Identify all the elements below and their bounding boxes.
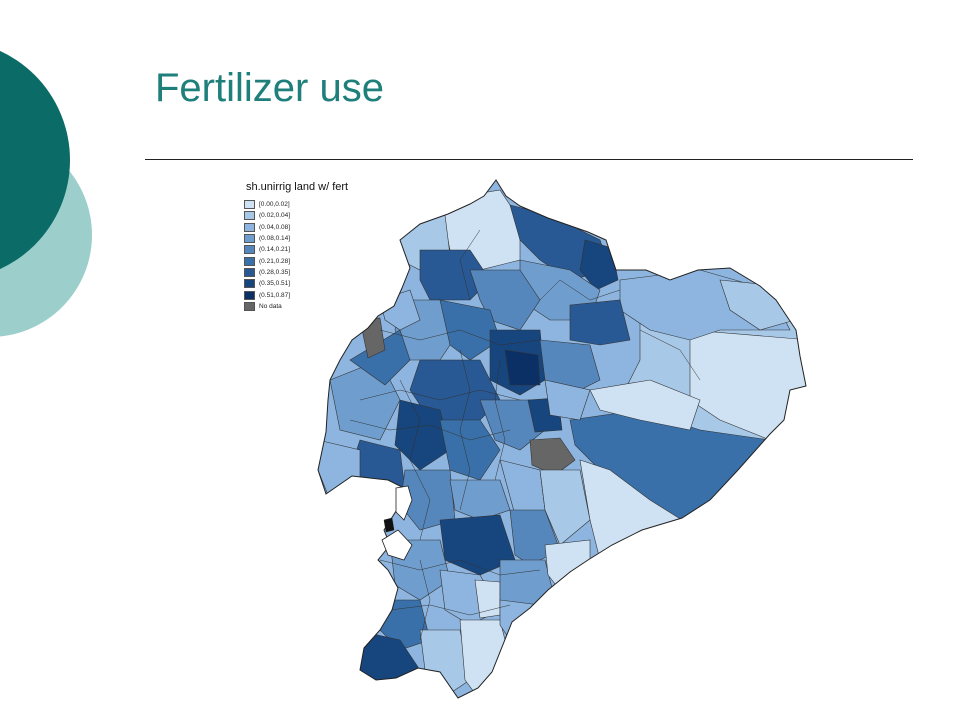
map-region [439,419,501,481]
country-outline [317,179,807,699]
legend-swatch [244,256,255,266]
legend-items: [0.00,0.02] (0.02,0.04] (0.04,0.08] (0.08,0… [244,199,348,312]
legend-label: [0.00,0.02] [259,201,290,209]
legend-label: (0.21,0.28] [259,257,291,265]
map-region [529,437,576,476]
legend-label: (0.35,0.51] [259,280,291,288]
legend-item: No data [244,301,348,312]
legend-item: (0.51,0.87] [244,289,348,300]
map-region [439,299,501,361]
title-divider [145,159,913,160]
legend-swatch [244,211,255,221]
legend-item: (0.04,0.08] [244,222,348,233]
decorative-dark-circle [0,50,70,270]
legend-item: (0.02,0.04] [244,210,348,221]
legend-label: (0.51,0.87] [259,291,291,299]
legend-item: (0.14,0.21] [244,244,348,255]
map-region [318,439,361,501]
slide-title: Fertilizer use [155,66,384,110]
legend-swatch [244,279,255,289]
legend-item: (0.35,0.51] [244,278,348,289]
choropleth-map [317,179,807,699]
legend-label: (0.14,0.21] [259,246,291,254]
map-region [544,379,591,421]
legend-item: (0.08,0.14] [244,233,348,244]
map-region [589,379,701,431]
coastal-islands [381,485,413,561]
legend-swatch [244,301,255,311]
legend-label: (0.04,0.08] [259,223,291,231]
legend-swatch [244,290,255,300]
legend-swatch [244,245,255,255]
map-region [394,399,451,471]
legend-swatch [244,267,255,277]
map-region [569,299,631,346]
decorative-circles [0,50,92,337]
legend-item: (0.28,0.35] [244,267,348,278]
legend-label: No data [259,302,282,310]
legend-item: [0.00,0.02] [244,199,348,210]
legend-label: (0.02,0.04] [259,212,291,220]
legend-swatch [244,200,255,210]
legend-label: (0.08,0.14] [259,235,291,243]
legend-label: (0.28,0.35] [259,268,291,276]
map-region [504,349,541,386]
map-legend: sh.unirrig land w/ fert [0.00,0.02] (0.02… [244,181,348,312]
map-region [439,514,516,576]
legend-swatch [244,222,255,232]
map-region [539,339,601,396]
legend-title: sh.unirrig land w/ fert [246,181,349,193]
map-region [579,239,619,291]
map-district-borders [349,229,701,641]
legend-item: (0.21,0.28] [244,255,348,266]
legend-swatch [244,234,255,244]
map-region [539,469,591,546]
